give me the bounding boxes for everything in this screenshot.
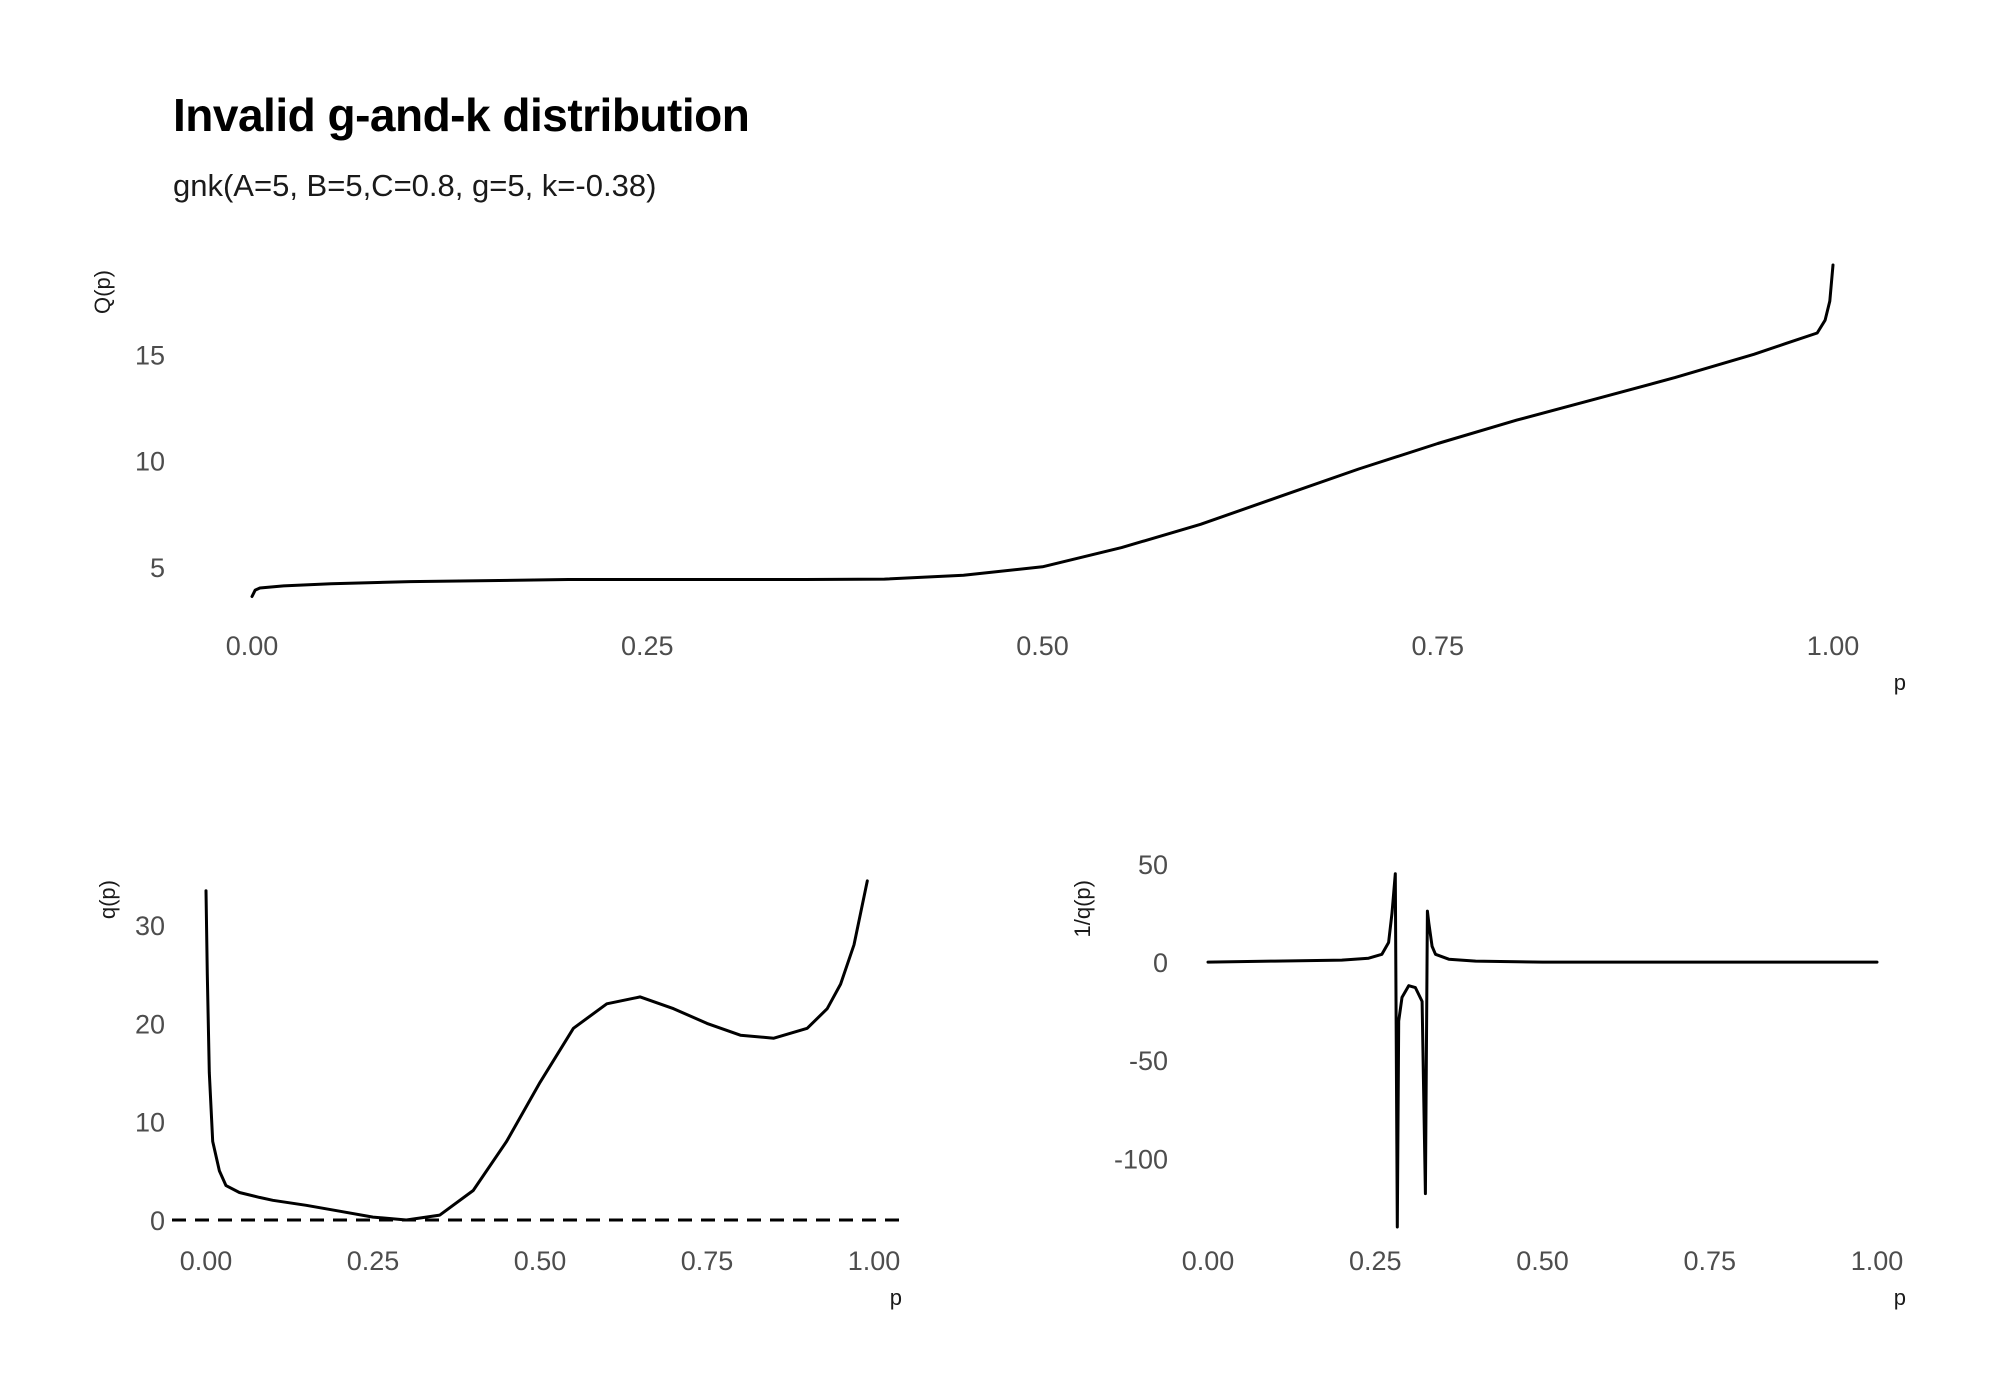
y-tick-label: 15: [135, 340, 165, 370]
x-axis-label: p: [1894, 670, 1906, 695]
y-axis-label: q(p): [95, 880, 120, 919]
y-tick-label: 0: [150, 1206, 165, 1236]
y-tick-label: 20: [135, 1009, 165, 1039]
y-tick-label: -100: [1114, 1144, 1168, 1174]
x-tick-label: 0.00: [226, 631, 279, 661]
y-tick-label: 5: [150, 553, 165, 583]
density-reciprocal-panel: 0.00 0.25 0.50 0.75 1.00 50 0 -50 -100 p 1/q(p): [1070, 850, 1906, 1310]
x-tick-label: 0.00: [1182, 1246, 1235, 1276]
y-tick-label: 50: [1138, 850, 1168, 880]
x-tick-label: 0.25: [347, 1246, 400, 1276]
x-tick-label: 0.50: [514, 1246, 567, 1276]
x-tick-label: 0.75: [1683, 1246, 1736, 1276]
y-tick-label: 30: [135, 911, 165, 941]
quantile-panel: 0.00 0.25 0.50 0.75 1.00 5 10 15 p Q(p): [90, 263, 1906, 695]
x-tick-label: 0.50: [1016, 631, 1069, 661]
x-tick-label: 1.00: [1807, 631, 1860, 661]
series-line: [1206, 872, 1879, 1229]
x-tick-label: 0.00: [180, 1246, 233, 1276]
density-panel: 0.00 0.25 0.50 0.75 1.00 0 10 20 30 p q(p): [95, 879, 905, 1310]
y-tick-label: -50: [1129, 1046, 1168, 1076]
x-axis-label: p: [890, 1285, 902, 1310]
x-tick-label: 0.25: [1349, 1246, 1402, 1276]
chart-title: Invalid g-and-k distribution: [173, 89, 750, 141]
y-axis-label: Q(p): [90, 270, 115, 314]
y-axis-label: 1/q(p): [1070, 880, 1095, 937]
x-tick-label: 0.25: [621, 631, 674, 661]
x-tick-label: 0.75: [681, 1246, 734, 1276]
series-line: [204, 879, 869, 1222]
x-tick-label: 0.50: [1516, 1246, 1569, 1276]
y-tick-label: 10: [135, 1108, 165, 1138]
series-line: [250, 263, 1835, 598]
x-tick-label: 1.00: [1851, 1246, 1904, 1276]
y-tick-label: 0: [1153, 948, 1168, 978]
x-axis-label: p: [1894, 1285, 1906, 1310]
chart-subtitle: gnk(A=5, B=5,C=0.8, g=5, k=-0.38): [173, 168, 657, 203]
x-tick-label: 0.75: [1411, 631, 1464, 661]
y-tick-label: 10: [135, 447, 165, 477]
x-tick-label: 1.00: [848, 1246, 901, 1276]
